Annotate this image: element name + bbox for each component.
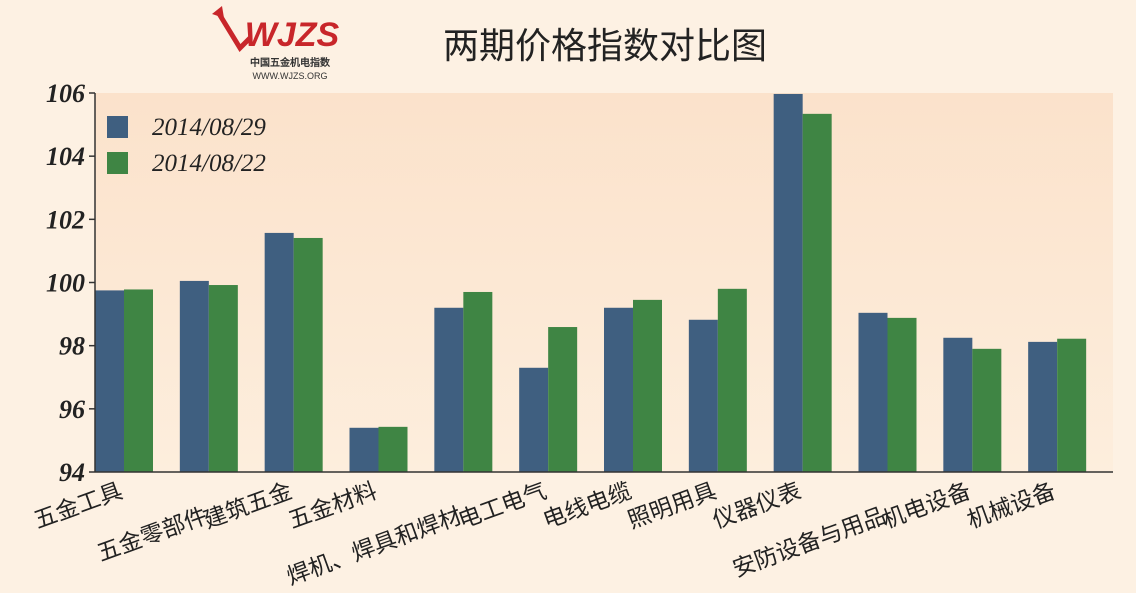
bar	[264, 232, 294, 472]
bar	[773, 93, 803, 472]
y-tick-label: 104	[46, 142, 85, 171]
x-tick-label: 建筑五金	[200, 478, 295, 534]
bar	[1028, 341, 1058, 472]
x-tick-label: 照明用具	[625, 478, 720, 534]
bar	[208, 285, 238, 472]
bar	[378, 426, 408, 472]
x-tick-label: 电线电缆	[540, 478, 635, 534]
bar	[179, 280, 209, 472]
logo-arrow	[215, 10, 252, 53]
y-tick-label: 94	[59, 458, 85, 487]
bar	[124, 289, 153, 472]
bar	[688, 319, 718, 472]
bar	[604, 307, 633, 472]
bar	[519, 367, 549, 472]
y-tick-label: 96	[59, 395, 85, 424]
legend-swatch	[107, 116, 128, 138]
bar	[858, 312, 888, 472]
x-tick-label: 五金零部件	[94, 503, 211, 567]
y-tick-label: 98	[59, 332, 85, 361]
bar	[943, 337, 973, 472]
legend-swatch	[107, 152, 128, 174]
x-tick-label: 机械设备	[964, 478, 1059, 534]
y-tick-label: 102	[46, 205, 85, 234]
x-tick-label: 机电设备	[879, 478, 974, 534]
logo-arrow-head	[212, 6, 224, 18]
bar	[802, 113, 832, 472]
bar	[887, 317, 917, 472]
bar	[1057, 338, 1087, 472]
bar	[972, 348, 1002, 472]
bar	[463, 291, 493, 472]
bar	[717, 288, 747, 472]
legend-label: 2014/08/22	[152, 150, 266, 177]
bar	[434, 307, 464, 472]
y-tick-label: 106	[46, 79, 85, 108]
bar	[349, 427, 379, 472]
bar	[293, 237, 323, 472]
x-tick-label: 电工电气	[455, 478, 550, 534]
x-tick-label: 五金材料	[285, 478, 380, 534]
y-tick-label: 100	[46, 269, 85, 298]
logo-text: WJZS	[245, 16, 340, 54]
logo-url: WWW.WJZS.ORG	[253, 71, 328, 81]
bar	[95, 290, 124, 472]
bar	[633, 299, 662, 472]
x-tick-label: 仪器仪表	[709, 478, 804, 534]
chart-title: 两期价格指数对比图	[443, 26, 767, 67]
legend-label: 2014/08/29	[152, 114, 266, 141]
bar	[548, 327, 578, 472]
logo-subtitle: 中国五金机电指数	[250, 56, 331, 69]
